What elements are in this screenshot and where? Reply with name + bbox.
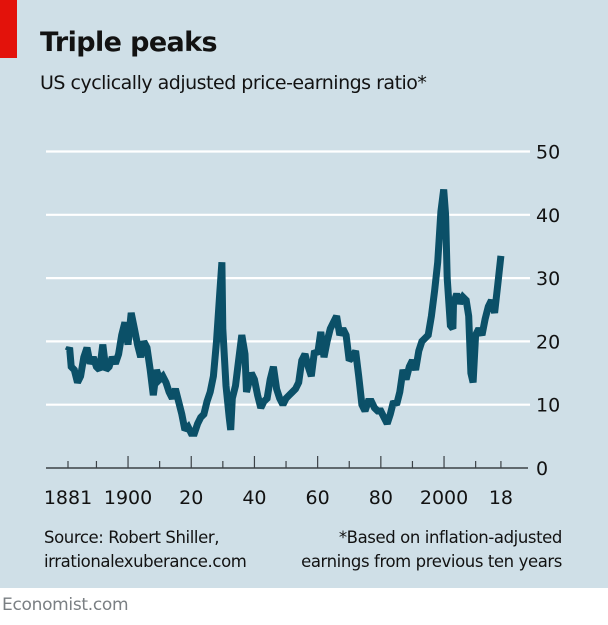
brand-red-tag [0, 0, 17, 58]
line-chart: 0 10 20 30 40 50 1881 1900 20 40 60 80 2000 18 [44, 142, 560, 510]
footnote: *Based on inflation-adjusted earnings fr… [301, 526, 562, 574]
series-line-cape [64, 189, 505, 437]
y-tick-label-30: 30 [536, 268, 560, 290]
x-tick-label-2018: 18 [489, 487, 513, 509]
x-tick-label-1980: 80 [369, 487, 393, 509]
y-tick-label-20: 20 [536, 331, 560, 353]
source-note: Source: Robert Shiller, irrationalexuber… [44, 526, 247, 574]
x-tick-label-1900: 1900 [104, 487, 152, 509]
footnote-line-2: earnings from previous ten years [301, 552, 562, 571]
x-axis: 1881 1900 20 40 60 80 2000 18 [44, 456, 528, 509]
gridlines [46, 150, 530, 406]
y-tick-label-0: 0 [536, 458, 548, 480]
x-tick-label-1940: 40 [242, 487, 266, 509]
source-line-1: Source: Robert Shiller, [44, 528, 220, 547]
brand-label: Economist.com [2, 595, 129, 615]
chart-subtitle: US cyclically adjusted price-earnings ra… [40, 72, 427, 94]
x-tick-label-2000: 2000 [420, 487, 468, 509]
chart-panel [0, 0, 608, 588]
y-tick-label-10: 10 [536, 395, 560, 417]
footnote-line-1: *Based on inflation-adjusted [338, 528, 563, 547]
y-axis: 0 10 20 30 40 50 [536, 142, 560, 481]
y-tick-label-50: 50 [536, 142, 560, 164]
source-line-2: irrationalexuberance.com [44, 552, 247, 571]
x-tick-label-1881: 1881 [44, 487, 92, 509]
y-tick-label-40: 40 [536, 205, 560, 227]
chart-title: Triple peaks [40, 27, 218, 58]
series-layer [64, 189, 505, 437]
x-tick-label-1960: 60 [306, 487, 330, 509]
x-tick-label-1920: 20 [179, 487, 203, 509]
